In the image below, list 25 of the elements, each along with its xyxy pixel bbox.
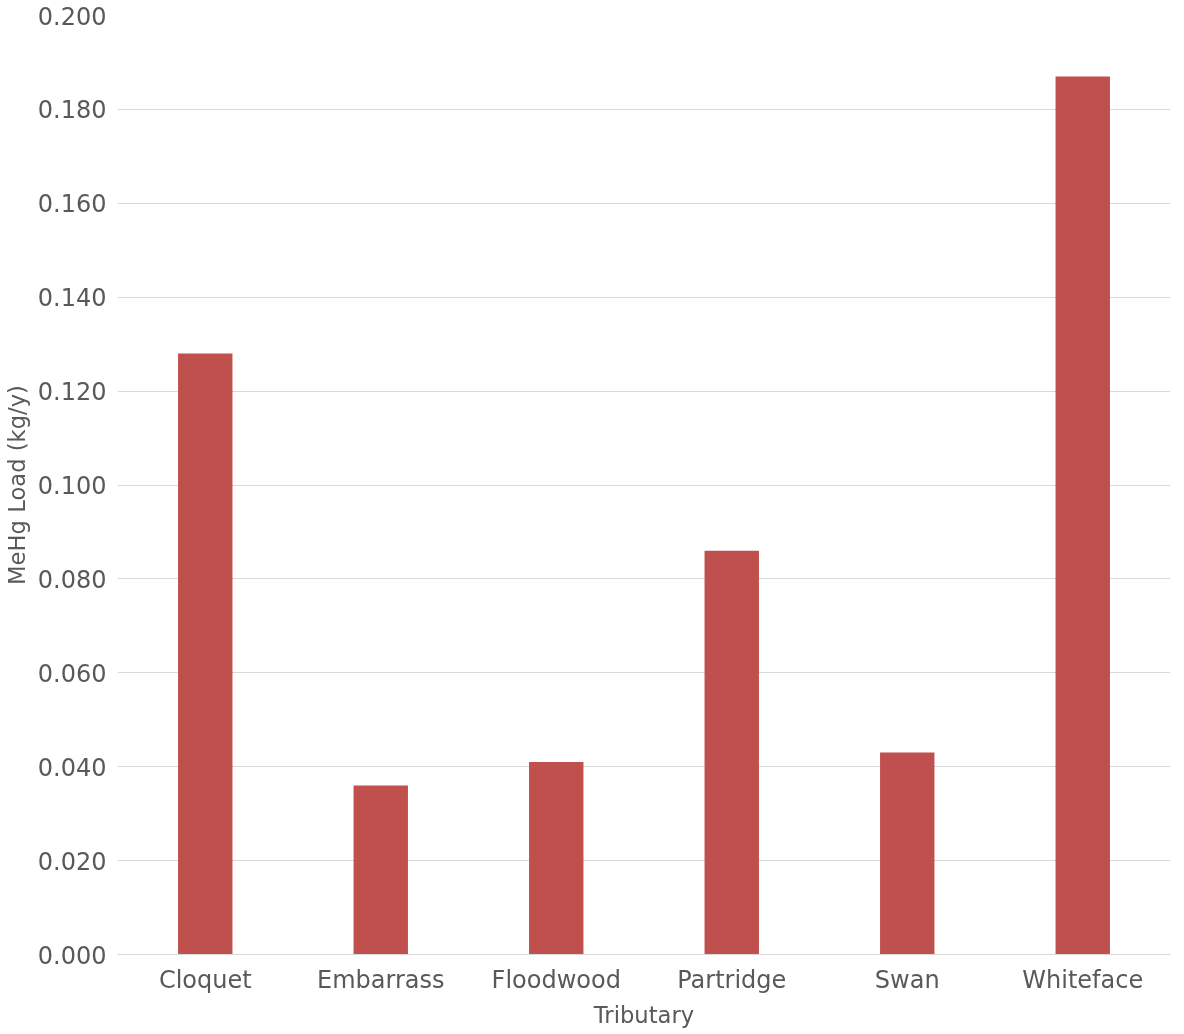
- y-tick-label: 0.180: [37, 96, 107, 125]
- y-tick-label: 0.160: [37, 190, 107, 219]
- x-tick-label: Swan: [874, 965, 940, 994]
- bar: [704, 550, 759, 955]
- y-tick-label: 0.040: [37, 753, 107, 782]
- bar: [880, 752, 935, 955]
- x-axis-title: Tributary: [592, 1001, 695, 1028]
- y-tick-label: 0.020: [37, 847, 107, 876]
- x-tick-label: Whiteface: [1022, 965, 1144, 994]
- bar: [178, 353, 233, 955]
- y-tick-label: 0.080: [37, 565, 107, 594]
- y-tick-label: 0.060: [37, 659, 107, 688]
- bar: [529, 762, 584, 955]
- y-tick-label: 0.200: [37, 2, 107, 31]
- y-tick-label: 0.140: [37, 284, 107, 313]
- y-tick-label: 0.000: [37, 941, 107, 970]
- bar: [353, 785, 408, 955]
- x-tick-label: Partridge: [677, 965, 787, 994]
- bar: [1055, 76, 1110, 955]
- x-tick-label: Floodwood: [491, 965, 621, 994]
- x-tick-label: Cloquet: [158, 965, 252, 994]
- y-tick-label: 0.100: [37, 472, 107, 500]
- x-tick-label: Embarrass: [316, 965, 445, 994]
- y-tick-label: 0.120: [37, 378, 107, 407]
- y-axis-title: MeHg Load (kg/y): [3, 385, 30, 585]
